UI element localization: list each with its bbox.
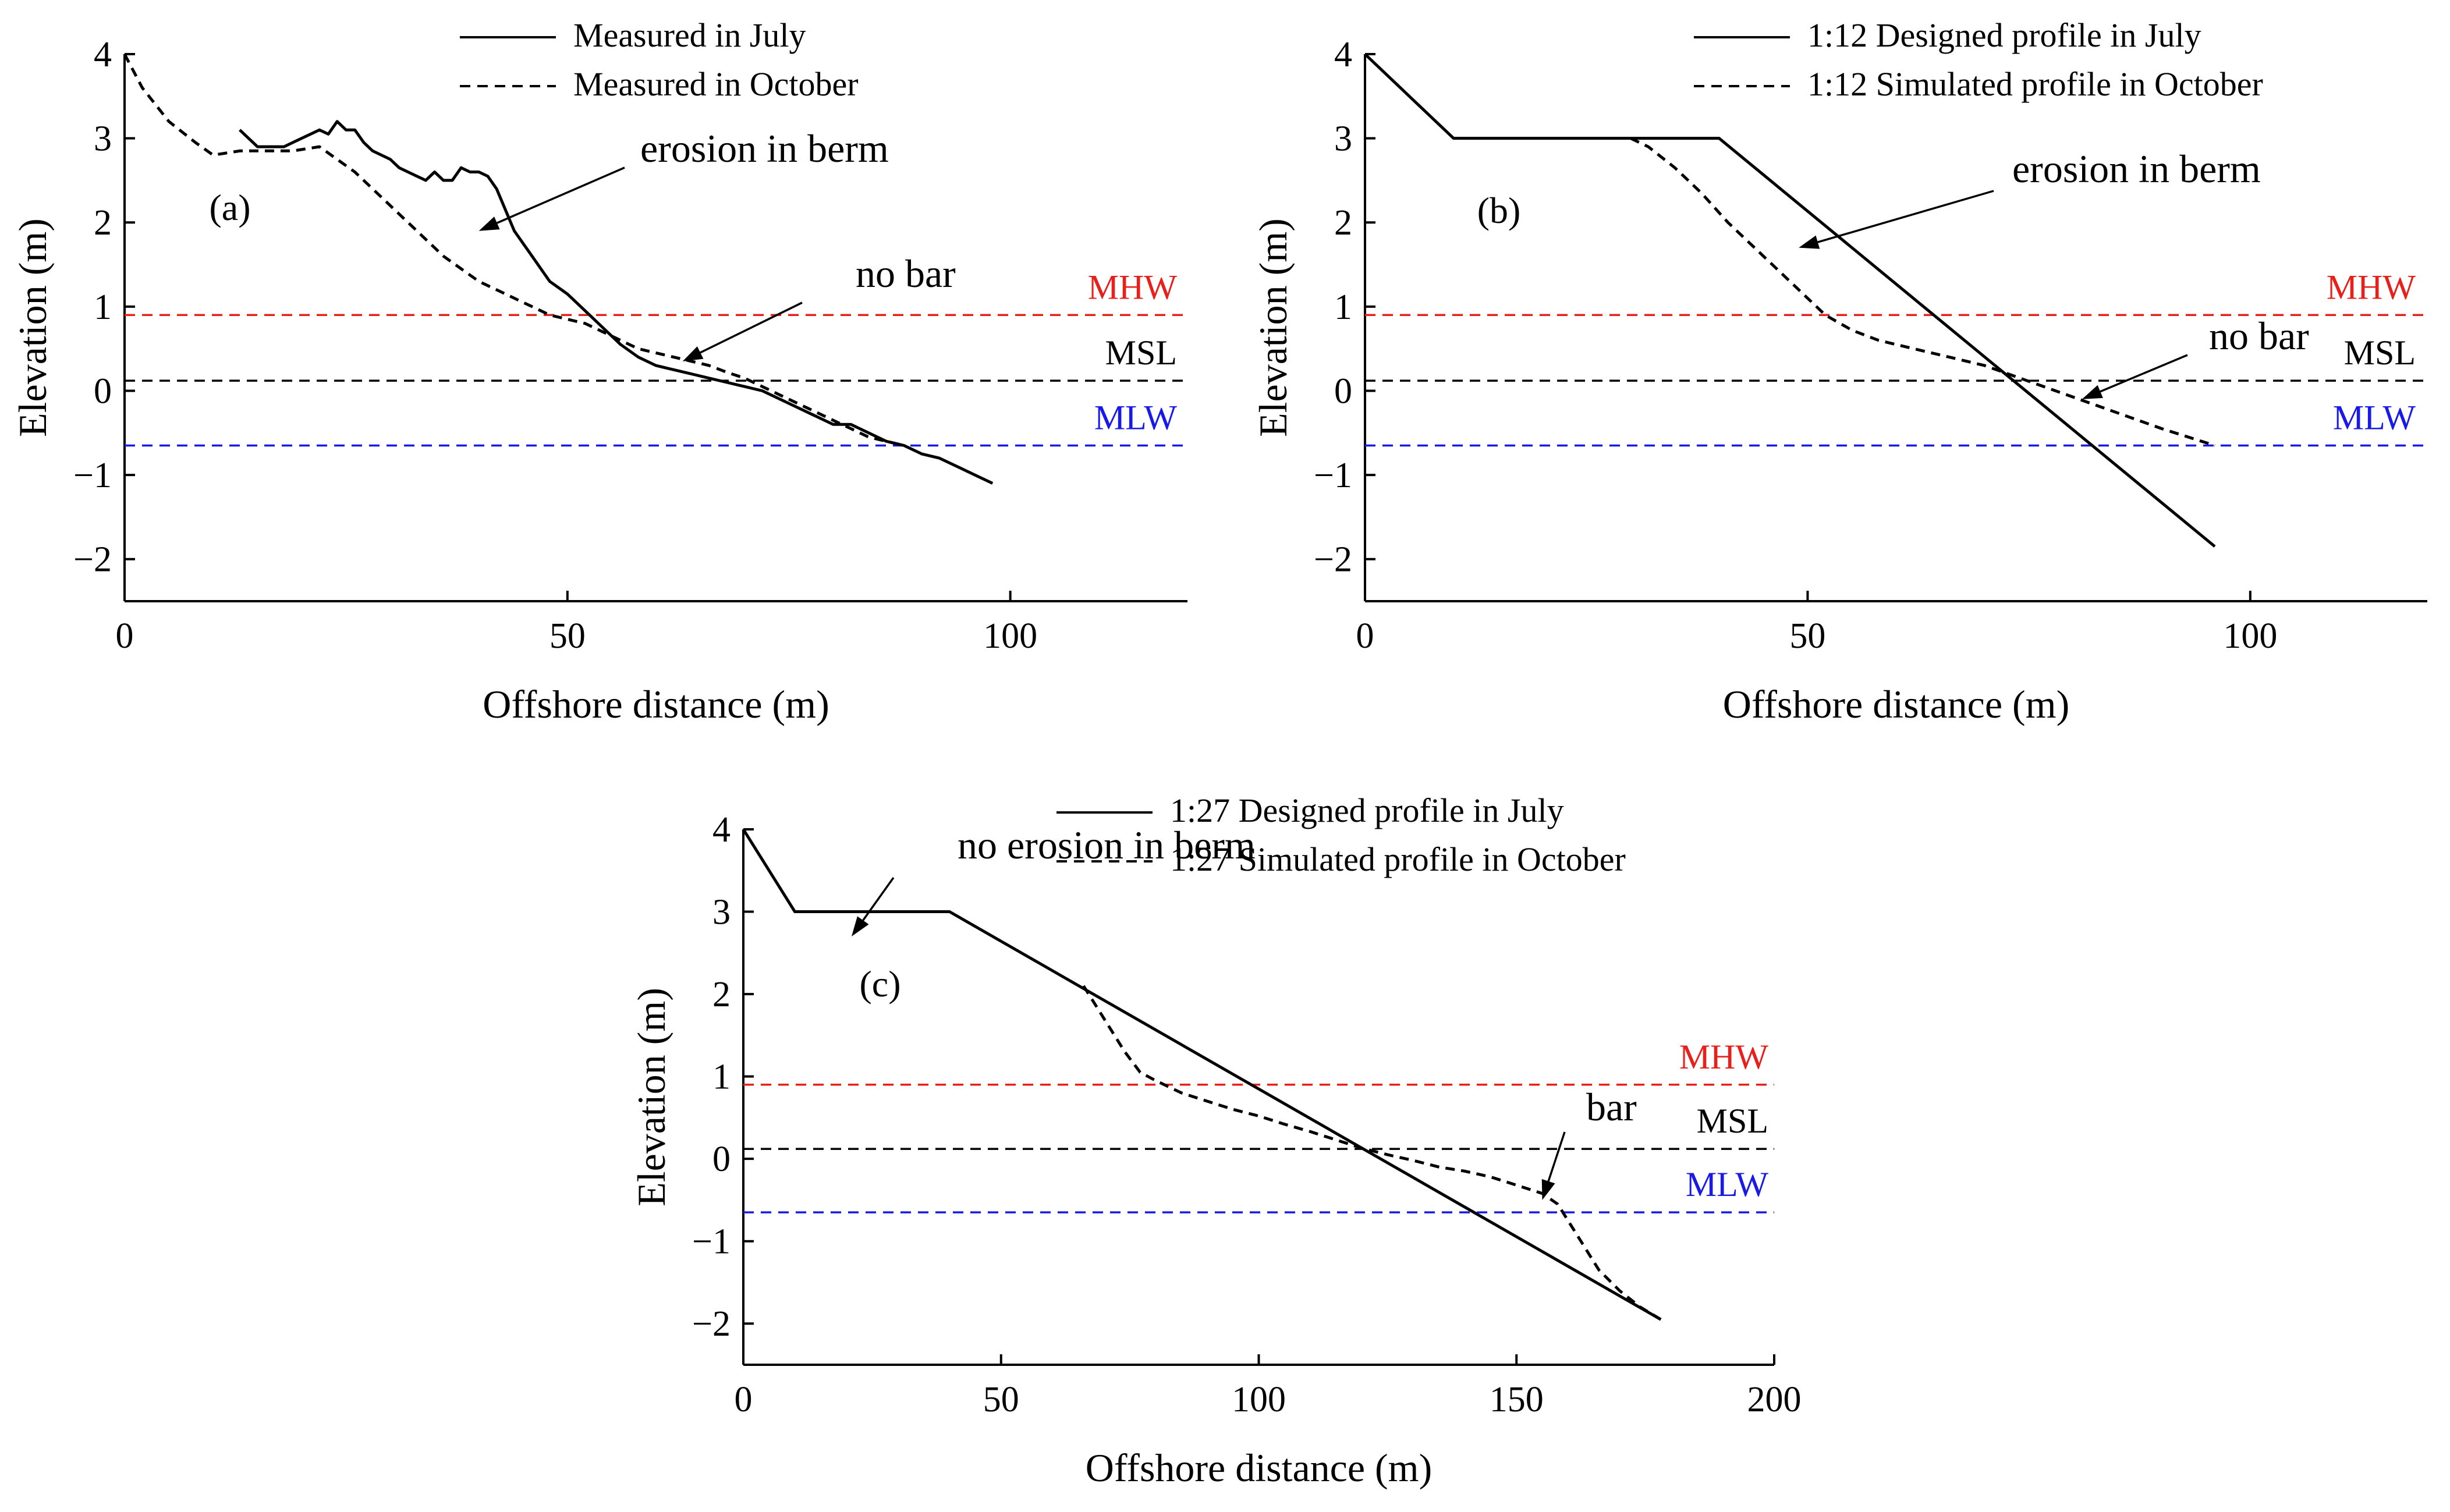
ref-label-mhw: MHW (1088, 268, 1178, 306)
y-tick-label: 4 (712, 810, 731, 850)
chart-panel-3: −2 −1 0 1 2 3 4 0 50 100 150 200 Offshore distance (… (629, 792, 1802, 1490)
y-tick-label: 3 (94, 119, 112, 159)
y-tick-label: −2 (1314, 540, 1352, 580)
y-tick-label: 1 (1334, 288, 1352, 327)
series-line-1 (239, 120, 994, 485)
y-axis-title: Elevation (m) (629, 988, 673, 1206)
annotation-arrowhead-2 (2082, 385, 2103, 399)
y-tick-label: 1 (712, 1057, 731, 1097)
x-tick-label: 50 (549, 616, 586, 656)
x-tick-label: 150 (1490, 1380, 1544, 1419)
annotation-text-2: no bar (856, 251, 956, 296)
ref-label-mlw: MLW (1094, 398, 1178, 436)
series-line-2 (123, 53, 905, 447)
x-tick-label: 100 (2223, 616, 2277, 656)
y-tick-label: 1 (94, 288, 112, 327)
x-axis-title: Offshore distance (m) (483, 682, 829, 726)
annotation-arrowhead-2 (1541, 1179, 1555, 1200)
ref-label-mlw: MLW (1686, 1165, 1769, 1204)
series-line-1 (742, 828, 1662, 1321)
annotation-text-1: erosion in berm (640, 126, 889, 171)
x-tick-label: 0 (735, 1380, 753, 1419)
y-tick-label: −1 (73, 456, 112, 495)
y-tick-label: 2 (94, 203, 112, 243)
annotation-text-1: erosion in berm (2012, 147, 2261, 191)
legend-label-2: 1:12 Simulated profile in October (1807, 65, 2263, 103)
annotation-arrowhead-1 (851, 916, 869, 936)
y-tick-label: 2 (1334, 203, 1352, 243)
y-tick-label: 4 (1334, 35, 1352, 74)
legend-label-2: 1:27 Simulated profile in October (1170, 840, 1626, 878)
ref-label-msl: MSL (2344, 333, 2416, 372)
y-tick-label: 3 (1334, 119, 1352, 159)
x-tick-label: 0 (116, 616, 134, 656)
ref-label-msl: MSL (1697, 1102, 1768, 1140)
ref-label-msl: MSL (1105, 333, 1177, 372)
panel-label: (b) (1477, 190, 1521, 231)
chart-panel-2: −2 −1 0 1 2 3 4 0 50 100 Offshore distance (m) Elev… (1251, 16, 2427, 726)
legend-label-1: Measured in July (573, 16, 806, 54)
panel-label: (c) (859, 963, 900, 1005)
annotation-arrow-1 (862, 876, 895, 921)
y-axis-title: Elevation (m) (10, 218, 55, 437)
legend-label-2: Measured in October (573, 65, 859, 103)
annotation-text-2: no bar (2209, 314, 2309, 358)
series-line-2 (1082, 985, 1662, 1321)
annotation-arrow-2 (1547, 1131, 1566, 1182)
y-tick-label: 0 (94, 371, 112, 411)
ref-label-mhw: MHW (1679, 1038, 1769, 1076)
y-tick-label: −2 (73, 540, 112, 580)
legend-label-1: 1:12 Designed profile in July (1807, 16, 2201, 54)
series-line-2 (1630, 137, 2215, 447)
annotation-text-2: bar (1586, 1085, 1637, 1129)
annotation-arrow-1 (1817, 190, 1994, 243)
x-axis-title: Offshore distance (m) (1086, 1446, 1432, 1490)
y-tick-label: −2 (692, 1304, 731, 1344)
chart-panel-1: −2 −1 0 1 2 3 4 0 50 100 Offshore distance (m) Elev… (10, 16, 1187, 726)
y-tick-label: −1 (1314, 456, 1352, 495)
ref-label-mlw: MLW (2333, 398, 2416, 436)
annotation-text-1: no erosion in berm (958, 823, 1256, 867)
annotation-arrow-2 (700, 301, 803, 354)
y-axis-title: Elevation (m) (1251, 218, 1295, 437)
y-tick-label: 0 (712, 1140, 731, 1179)
x-tick-label: 200 (1747, 1380, 1802, 1419)
y-tick-label: 2 (712, 975, 731, 1014)
series-line-1 (1364, 53, 2216, 548)
x-tick-label: 50 (1789, 616, 1825, 656)
annotation-arrowhead-1 (478, 216, 500, 231)
x-tick-label: 100 (1232, 1380, 1286, 1419)
ref-label-mhw: MHW (2327, 268, 2416, 306)
annotation-arrowhead-2 (682, 346, 704, 361)
annotation-arrowhead-1 (1799, 235, 1820, 249)
annotation-arrow-1 (497, 166, 625, 224)
annotation-arrow-2 (2100, 354, 2188, 393)
y-tick-label: 0 (1334, 371, 1352, 411)
panel-label: (a) (209, 187, 250, 228)
x-tick-label: 0 (1356, 616, 1374, 656)
x-tick-label: 100 (983, 616, 1037, 656)
x-tick-label: 50 (983, 1380, 1019, 1419)
y-tick-label: 4 (94, 35, 112, 74)
y-tick-label: 3 (712, 893, 731, 932)
y-tick-label: −1 (692, 1222, 731, 1262)
legend-label-1: 1:27 Designed profile in July (1170, 792, 1564, 829)
x-axis-title: Offshore distance (m) (1723, 682, 2069, 726)
